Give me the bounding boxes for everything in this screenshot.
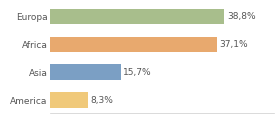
Text: 8,3%: 8,3% — [90, 96, 113, 105]
Bar — [50, 36, 217, 52]
Bar — [50, 64, 121, 80]
Text: 38,8%: 38,8% — [227, 12, 256, 21]
Bar — [50, 92, 88, 108]
Bar — [50, 9, 224, 24]
Text: 37,1%: 37,1% — [219, 40, 248, 49]
Text: 15,7%: 15,7% — [123, 68, 152, 77]
